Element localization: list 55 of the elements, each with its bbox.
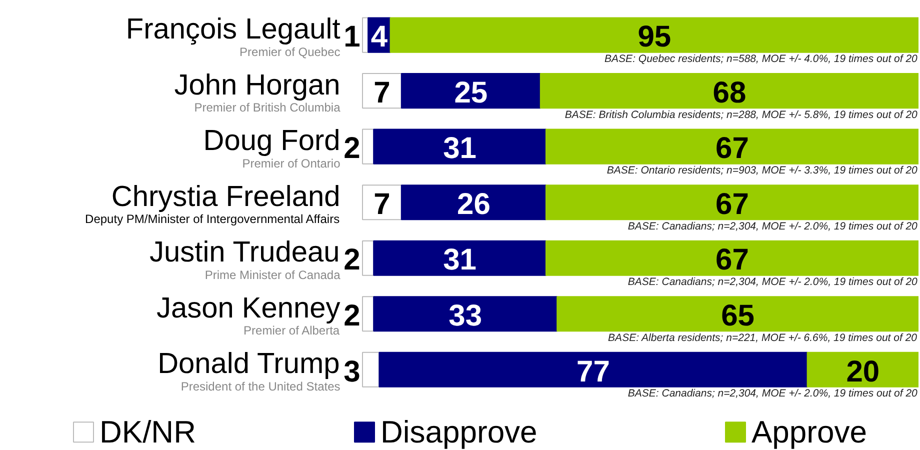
category-label: Chrystia Freeland Deputy PM/Minister of Intergovernmental Affairs (85, 180, 340, 226)
legend-label: Disapprove (380, 414, 538, 450)
bar (545, 184, 918, 220)
category-label: François Legault Premier of Quebec (126, 13, 340, 59)
data-label: 4 (370, 20, 388, 54)
bar (400, 184, 546, 220)
bar (373, 240, 546, 276)
data-label: 77 (576, 355, 610, 388)
data-label: 31 (443, 132, 476, 166)
bar (545, 128, 918, 164)
bar (545, 240, 918, 276)
data-label: 31 (443, 244, 476, 277)
bar (378, 352, 808, 388)
category-label: Donald Trump President of the United States (158, 348, 340, 394)
annotation: BASE: Canadians; n=2,304, MOE +/- 2.0%, 19 times out of 20 (628, 276, 918, 288)
category-label: Doug Ford Premier of Ontario (203, 125, 340, 170)
bar (556, 296, 918, 332)
category-label: John Horgan Premier of British Columbia (174, 69, 340, 115)
data-label: 67 (716, 188, 749, 221)
data-label: 67 (716, 244, 749, 277)
annotation: BASE: British Columbia residents; n=288, MOE +/- 5.8%, 19 times out of 20 (564, 108, 918, 121)
legend-label: Approve (752, 414, 867, 450)
category-label: Justin Trudeau Prime Minister of Canada (150, 236, 340, 282)
bar (806, 352, 918, 388)
data-label: 2 (344, 132, 360, 166)
annotation: BASE: Alberta residents; n=221, MOE +/- 6.6%, 19 times out of 20 (608, 332, 918, 344)
annotation: BASE: Quebec residents; n=588, MOE +/- 4.0%, 19 times out of 20 (604, 53, 918, 66)
data-label: 26 (457, 188, 490, 221)
data-label: 2 (344, 300, 360, 332)
data-label: 7 (374, 188, 390, 221)
bar (390, 17, 918, 53)
bar (373, 128, 546, 164)
data-label: 3 (344, 355, 360, 388)
annotation: BASE: Canadians; n=2,304, MOE +/- 2.0%, 19 times out of 20 (628, 388, 918, 400)
data-label: 25 (454, 76, 488, 110)
bar (400, 73, 541, 109)
data-label: 65 (721, 300, 754, 332)
category-label: Jason Kenney Premier of Alberta (156, 292, 340, 338)
annotation: BASE: Canadians; n=2,304, MOE +/- 2.0%, 19 times out of 20 (628, 220, 918, 232)
bar (362, 240, 374, 276)
data-label: 7 (374, 76, 390, 110)
data-label: 67 (716, 132, 749, 166)
legend-label: DK/NR (100, 414, 196, 450)
bar (373, 296, 558, 332)
bar (362, 128, 374, 164)
data-label: 95 (638, 20, 672, 54)
annotation: BASE: Ontario residents; n=903, MOE +/- 3.3%, 19 times out of 20 (606, 164, 918, 177)
data-label: 33 (448, 300, 482, 332)
bar (362, 352, 380, 388)
data-label: 20 (846, 355, 880, 388)
bar (540, 73, 918, 109)
data-label: 2 (344, 244, 360, 277)
data-label: 68 (712, 76, 746, 110)
data-label: 1 (344, 20, 360, 54)
bar (362, 296, 374, 332)
